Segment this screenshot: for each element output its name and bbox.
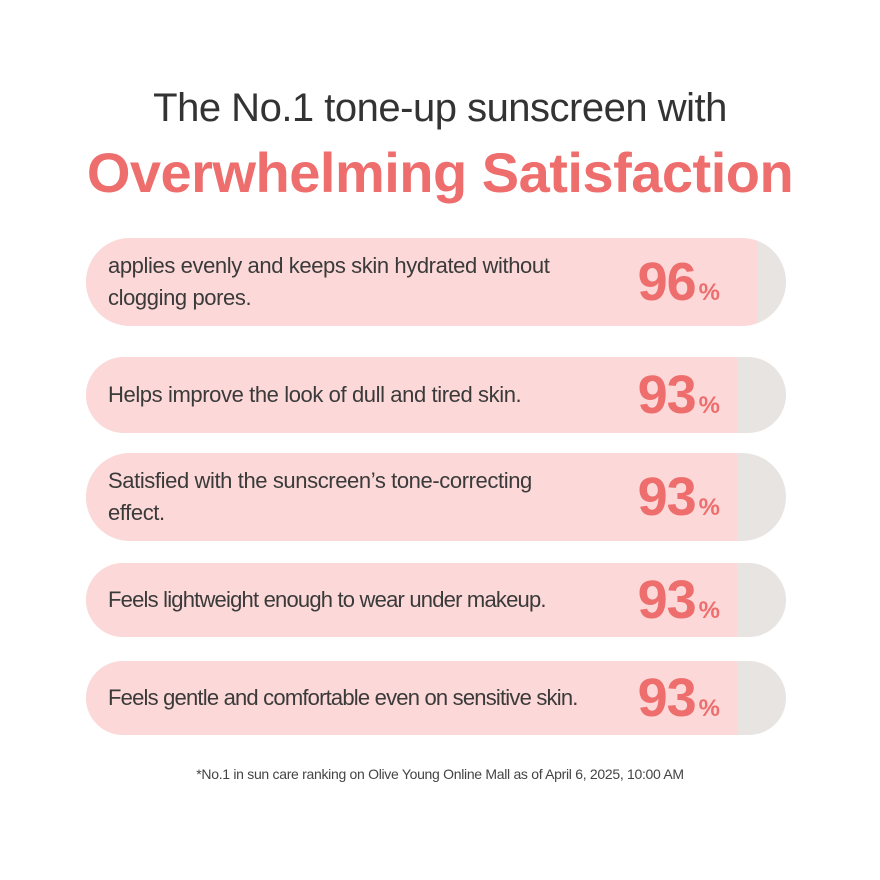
stat-bar: Helps improve the look of dull and tired…: [86, 357, 786, 433]
stat-value: 93%: [638, 364, 720, 426]
stat-description: Satisfied with the sunscreen’s tone-corr…: [108, 468, 532, 525]
stat-bar-fill: [86, 453, 737, 541]
stat-bar: Feels gentle and comfortable even on sen…: [86, 661, 786, 735]
stat-bar: Feels lightweight enough to wear under m…: [86, 563, 786, 637]
stat-description: applies evenly and keeps skin hydrated w…: [108, 253, 550, 310]
stat-percent-unit: %: [698, 695, 720, 722]
stat-value: 93%: [638, 569, 720, 631]
stat-value: 96%: [638, 251, 720, 313]
stat-percent-unit: %: [698, 392, 720, 419]
stat-bar: applies evenly and keeps skin hydrated w…: [86, 238, 786, 326]
stat-bar-fill: [86, 357, 737, 433]
stat-description: Helps improve the look of dull and tired…: [108, 382, 522, 407]
stat-bar-fill: [86, 238, 758, 326]
stat-bar-fill: [86, 661, 737, 735]
stat-percent-unit: %: [698, 494, 720, 521]
stat-bar-fill: [86, 563, 737, 637]
stat-percent-unit: %: [698, 597, 720, 624]
headline-accent: Overwhelming Satisfaction: [86, 141, 794, 204]
stat-percent-number: 96: [637, 252, 697, 312]
stat-percent-number: 93: [637, 668, 697, 728]
stat-description: Feels gentle and comfortable even on sen…: [108, 685, 578, 710]
stat-bar: Satisfied with the sunscreen’s tone-corr…: [86, 453, 786, 541]
stat-percent-unit: %: [698, 279, 720, 306]
stat-percent-number: 93: [637, 570, 697, 630]
stat-percent-number: 93: [637, 365, 697, 425]
footnote: *No.1 in sun care ranking on Olive Young…: [196, 766, 684, 782]
stat-value: 93%: [638, 667, 720, 729]
headline: The No.1 tone-up sunscreen with: [153, 86, 727, 130]
stat-description: Feels lightweight enough to wear under m…: [108, 587, 547, 612]
stat-value: 93%: [638, 466, 720, 528]
stat-percent-number: 93: [637, 467, 697, 527]
